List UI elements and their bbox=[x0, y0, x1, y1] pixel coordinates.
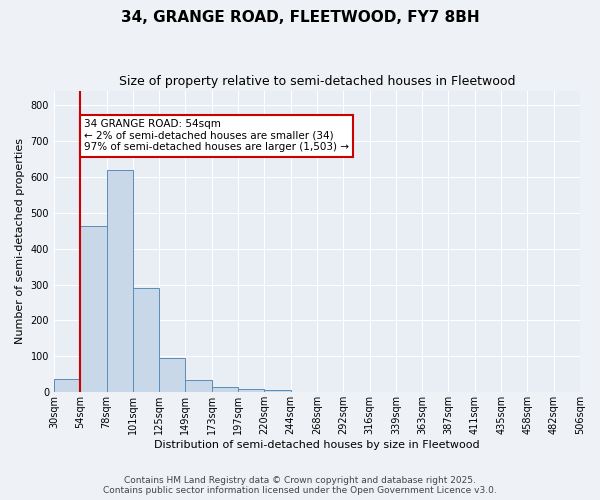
Bar bbox=[212, 387, 238, 392]
Bar bbox=[185, 380, 212, 392]
Bar bbox=[265, 390, 290, 392]
Text: Contains HM Land Registry data © Crown copyright and database right 2025.
Contai: Contains HM Land Registry data © Crown c… bbox=[103, 476, 497, 495]
Bar bbox=[107, 170, 133, 392]
Bar bbox=[159, 358, 185, 392]
Text: 34, GRANGE ROAD, FLEETWOOD, FY7 8BH: 34, GRANGE ROAD, FLEETWOOD, FY7 8BH bbox=[121, 10, 479, 25]
X-axis label: Distribution of semi-detached houses by size in Fleetwood: Distribution of semi-detached houses by … bbox=[154, 440, 480, 450]
Text: 34 GRANGE ROAD: 54sqm
← 2% of semi-detached houses are smaller (34)
97% of semi-: 34 GRANGE ROAD: 54sqm ← 2% of semi-detac… bbox=[84, 120, 349, 152]
Bar bbox=[238, 388, 265, 392]
Y-axis label: Number of semi-detached properties: Number of semi-detached properties bbox=[15, 138, 25, 344]
Bar bbox=[54, 378, 80, 392]
Bar bbox=[133, 288, 159, 393]
Bar bbox=[80, 226, 107, 392]
Title: Size of property relative to semi-detached houses in Fleetwood: Size of property relative to semi-detach… bbox=[119, 75, 515, 88]
